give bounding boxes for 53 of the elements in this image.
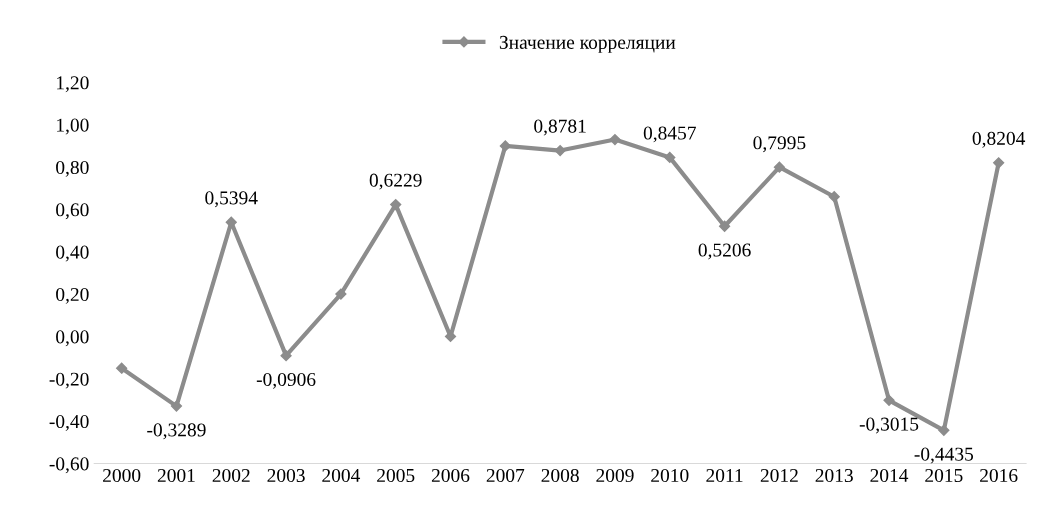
- x-tick-label: 2013: [815, 468, 853, 483]
- data-label: -0,4435: [914, 447, 974, 464]
- x-tick-label: 2000: [103, 468, 141, 483]
- x-tick-label: 2006: [431, 468, 470, 483]
- x-tick-label: 2009: [596, 468, 634, 483]
- y-tick-label: 0,60: [56, 203, 89, 220]
- x-tick-label: 2005: [377, 468, 415, 483]
- data-label: 0,8781: [534, 119, 586, 136]
- x-tick-label: 2011: [706, 468, 743, 483]
- y-tick-label: 0,40: [56, 245, 89, 262]
- y-tick-label: -0,60: [49, 457, 89, 474]
- x-tick-label: 2014: [870, 468, 909, 483]
- data-label: -0,0906: [256, 372, 316, 389]
- y-tick-label: -0,40: [49, 414, 89, 431]
- point: [390, 198, 402, 211]
- point: [883, 394, 895, 406]
- y-tick-label: 0,20: [56, 287, 89, 304]
- point: [170, 400, 183, 412]
- point: [773, 161, 786, 173]
- point: [718, 220, 731, 232]
- x-tick-label: 2016: [980, 468, 1018, 483]
- point: [499, 140, 511, 152]
- data-label: 0,6229: [369, 173, 422, 190]
- data-label: 0,8204: [972, 131, 1026, 148]
- x-tick-label: 2012: [760, 468, 798, 483]
- point: [664, 151, 676, 164]
- data-label: 0,5206: [698, 243, 751, 260]
- point: [993, 157, 1005, 169]
- data-label: 0,5394: [205, 191, 258, 208]
- x-tick-label: 2010: [651, 468, 689, 483]
- point: [938, 424, 950, 436]
- point: [609, 133, 621, 146]
- data-label: 0,7995: [753, 136, 806, 153]
- y-tick-label: 1,20: [57, 76, 89, 93]
- x-tick-label: 2001: [157, 468, 195, 483]
- x-tick-label: 2015: [925, 468, 963, 483]
- point: [828, 191, 840, 203]
- data-label: -0,3289: [147, 423, 206, 440]
- x-tick-label: 2007: [486, 468, 525, 483]
- point: [335, 288, 347, 300]
- x-tick-label: 2004: [322, 468, 361, 483]
- legend-label: Значение корреляции: [499, 35, 676, 53]
- data-label: 0,8457: [643, 126, 696, 143]
- point: [280, 350, 292, 362]
- y-tick-label: 1,00: [57, 118, 89, 135]
- data-label: -0,3015: [859, 417, 919, 434]
- y-tick-label: -0,20: [49, 372, 89, 389]
- x-tick-label: 2008: [541, 468, 579, 483]
- point: [116, 362, 128, 374]
- x-tick-label: 2002: [212, 468, 250, 483]
- x-tick-label: 2003: [267, 468, 305, 483]
- y-tick-label: 0,80: [56, 160, 89, 177]
- y-tick-label: 0,00: [56, 330, 89, 347]
